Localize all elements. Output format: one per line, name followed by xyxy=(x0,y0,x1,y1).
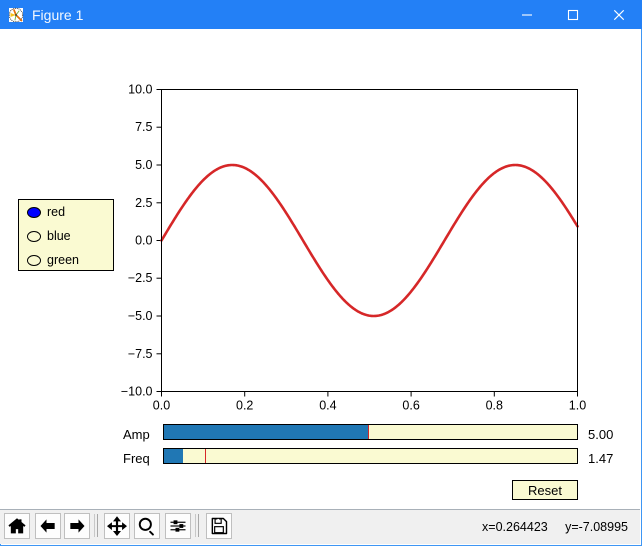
svg-text:7.5: 7.5 xyxy=(135,120,152,134)
svg-text:0.0: 0.0 xyxy=(153,399,170,413)
svg-text:1.0: 1.0 xyxy=(569,399,586,413)
svg-text:0.4: 0.4 xyxy=(319,399,336,413)
svg-text:−2.5: −2.5 xyxy=(128,271,153,285)
svg-text:2.5: 2.5 xyxy=(135,196,152,210)
svg-text:0.8: 0.8 xyxy=(486,399,503,413)
svg-text:0.2: 0.2 xyxy=(236,399,253,413)
svg-text:−7.5: −7.5 xyxy=(128,347,153,361)
svg-text:5.0: 5.0 xyxy=(135,158,152,172)
svg-text:10.0: 10.0 xyxy=(128,83,152,97)
svg-text:−5.0: −5.0 xyxy=(128,309,153,323)
svg-text:0.0: 0.0 xyxy=(135,234,152,248)
svg-text:0.6: 0.6 xyxy=(402,399,419,413)
svg-text:−10.0: −10.0 xyxy=(121,385,153,399)
